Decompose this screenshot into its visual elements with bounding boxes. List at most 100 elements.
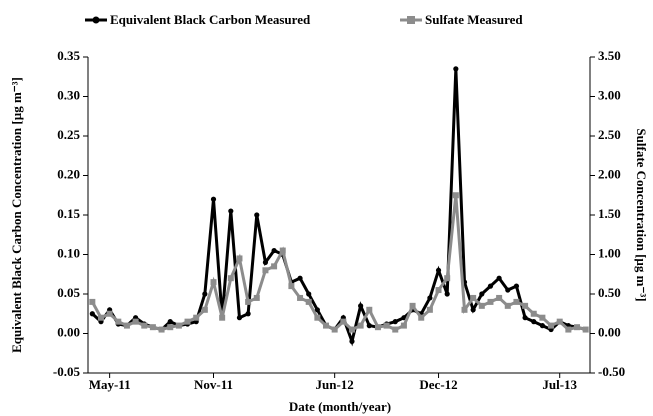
marker [374, 324, 381, 331]
marker [201, 306, 208, 313]
marker [531, 319, 537, 325]
marker [522, 302, 529, 309]
marker [106, 310, 113, 317]
marker [219, 314, 226, 321]
marker [496, 275, 502, 281]
marker [202, 291, 208, 297]
marker [167, 319, 173, 325]
marker [175, 322, 182, 329]
marker [470, 294, 477, 301]
marker [262, 259, 269, 265]
marker [89, 298, 96, 305]
marker [254, 212, 260, 218]
marker [479, 291, 485, 297]
marker [115, 318, 122, 325]
marker [582, 326, 589, 333]
legend-label: Equivalent Black Carbon Measured [110, 12, 311, 27]
y2-tick-label: 0.50 [598, 285, 621, 300]
marker [210, 279, 217, 286]
marker [228, 208, 234, 214]
marker [478, 302, 485, 309]
marker [400, 322, 407, 329]
marker [288, 283, 295, 290]
y-tick-label: -0.05 [53, 364, 81, 379]
marker [548, 322, 555, 329]
x-tick-label: Jul-13 [542, 377, 577, 392]
marker [340, 318, 347, 325]
marker [461, 306, 468, 313]
marker [323, 322, 330, 329]
marker [193, 314, 200, 321]
x-tick-label: Dec-12 [419, 377, 457, 392]
marker [271, 263, 278, 270]
y2-tick-label: 1.00 [598, 245, 621, 260]
marker [418, 314, 425, 321]
marker [366, 306, 373, 313]
marker [306, 291, 312, 297]
marker [513, 283, 520, 289]
marker [245, 311, 251, 317]
y2-tick-label: 0.00 [598, 324, 621, 339]
marker [487, 298, 494, 305]
marker [505, 287, 511, 293]
marker [210, 196, 217, 202]
marker [89, 311, 95, 317]
marker [149, 324, 156, 331]
marker [539, 323, 545, 329]
y-tick-label: 0.05 [57, 285, 80, 300]
marker [253, 294, 260, 301]
marker [262, 267, 269, 274]
marker [452, 192, 459, 199]
y-tick-label: 0.20 [57, 166, 80, 181]
marker [184, 318, 191, 325]
x-tick-label: Jun-12 [316, 377, 354, 392]
marker [574, 324, 581, 331]
marker [366, 323, 372, 329]
marker [331, 326, 338, 333]
marker [348, 326, 355, 333]
marker [141, 322, 148, 329]
marker [444, 275, 451, 282]
marker [358, 303, 364, 309]
marker [496, 294, 503, 301]
marker [158, 326, 165, 333]
marker [539, 314, 546, 321]
marker [297, 294, 304, 301]
marker [556, 318, 563, 325]
marker [305, 298, 312, 305]
y2-tick-label: 3.50 [598, 48, 621, 63]
marker [227, 275, 234, 282]
marker [357, 322, 364, 329]
x-axis-title: Date (month/year) [289, 399, 391, 414]
y-tick-label: 0.00 [57, 324, 80, 339]
marker [271, 247, 277, 254]
y2-tick-label: 1.50 [598, 206, 621, 221]
marker [236, 315, 243, 321]
y2-axis-title: Sulfate Concentration [µg m⁻³] [634, 128, 649, 301]
marker [444, 291, 450, 297]
marker [132, 318, 139, 325]
marker [513, 298, 520, 305]
marker [409, 302, 416, 309]
series-line [91, 68, 587, 347]
legend-label: Sulfate Measured [425, 12, 523, 27]
marker [314, 314, 321, 321]
marker [504, 302, 511, 309]
marker [426, 306, 433, 313]
y-tick-label: 0.10 [57, 245, 80, 260]
x-tick-label: Nov-11 [194, 377, 233, 392]
marker [123, 322, 130, 329]
y2-tick-label: 3.00 [598, 87, 621, 102]
y-tick-label: 0.15 [57, 206, 80, 221]
marker [470, 307, 476, 313]
marker [245, 298, 252, 305]
marker [97, 314, 104, 321]
y-axis-title: Equivalent Black Carbon Concentration [µ… [9, 77, 24, 353]
marker [279, 247, 286, 254]
legend-marker [92, 16, 100, 24]
marker [427, 295, 433, 301]
marker [565, 326, 572, 333]
y2-tick-label: -0.50 [598, 364, 625, 379]
marker [435, 267, 442, 273]
marker [392, 319, 398, 325]
